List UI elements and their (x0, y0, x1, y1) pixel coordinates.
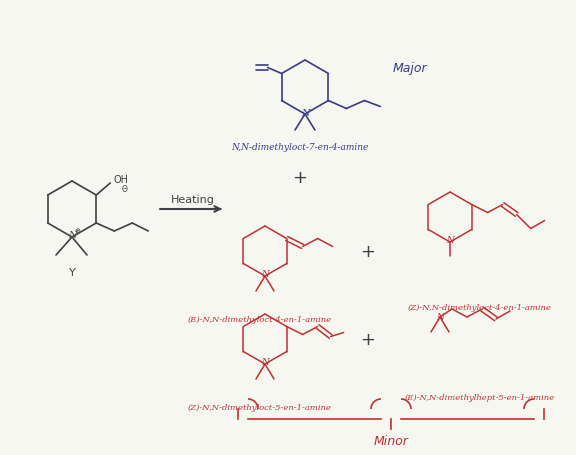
Text: N: N (301, 108, 309, 117)
Text: Heating: Heating (170, 195, 214, 205)
Text: (E)-N,N-dimethylhept-5-en-1-amine: (E)-N,N-dimethylhept-5-en-1-amine (405, 393, 555, 401)
Text: (Z)-N,N-dimethyloct-4-en-1-amine: (Z)-N,N-dimethyloct-4-en-1-amine (408, 303, 552, 311)
Text: N: N (261, 358, 269, 367)
Text: (E)-N,N-dimethyloct-4-en-1-amine: (E)-N,N-dimethyloct-4-en-1-amine (188, 315, 332, 324)
Text: +: + (293, 169, 308, 187)
Text: (Z)-N,N-dimethyloct-5-en-1-amine: (Z)-N,N-dimethyloct-5-en-1-amine (188, 403, 332, 411)
Text: N: N (261, 270, 269, 279)
Text: +: + (361, 243, 376, 260)
Text: Minor: Minor (374, 435, 408, 448)
Text: Θ: Θ (122, 184, 127, 193)
Text: Y: Y (69, 268, 75, 278)
Text: N: N (68, 231, 76, 240)
Text: OH: OH (113, 175, 128, 185)
Text: ⊕: ⊕ (74, 228, 80, 233)
Text: +: + (361, 330, 376, 348)
Text: Major: Major (393, 61, 427, 74)
Text: N: N (446, 236, 454, 245)
Text: N: N (436, 313, 444, 322)
Text: N,N-dimethyloct-7-en-4-amine: N,N-dimethyloct-7-en-4-amine (232, 143, 369, 152)
